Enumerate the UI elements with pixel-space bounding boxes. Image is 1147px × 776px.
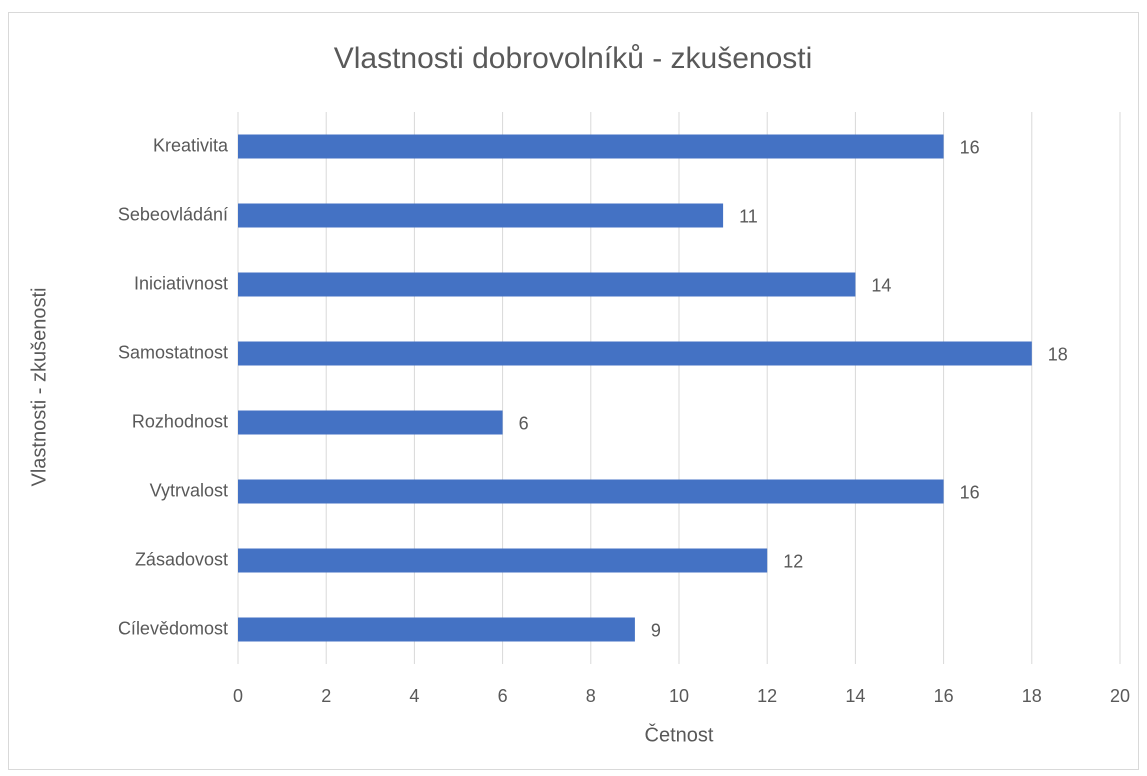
y-tick-label: Iniciativnost: [134, 273, 228, 293]
x-tick-label: 16: [934, 686, 954, 706]
y-axis-title: Vlastnosti - zkušenosti: [28, 288, 50, 487]
bar: [238, 548, 768, 573]
y-tick-label: Vytrvalost: [150, 480, 228, 500]
x-tick-label: 14: [845, 686, 865, 706]
chart-title: Vlastnosti dobrovolníků - zkušenosti: [334, 42, 813, 75]
x-tick-label: 8: [586, 686, 596, 706]
bar: [238, 134, 944, 159]
y-tick-label: Kreativita: [153, 135, 229, 155]
x-tick-label: 6: [498, 686, 508, 706]
data-label: 16: [960, 137, 980, 157]
data-label: 9: [651, 620, 661, 640]
chart-border: [8, 12, 1139, 770]
data-label: 6: [519, 413, 529, 433]
data-label: 16: [960, 482, 980, 502]
y-tick-label: Zásadovost: [135, 549, 228, 569]
bar: [238, 341, 1032, 366]
bar: [238, 617, 635, 642]
bar: [238, 410, 503, 435]
y-tick-label: Rozhodnost: [132, 411, 228, 431]
bar: [238, 203, 724, 228]
x-tick-label: 4: [409, 686, 419, 706]
y-tick-label: Cílevědomost: [118, 618, 228, 638]
data-label: 18: [1048, 344, 1068, 364]
x-tick-label: 20: [1110, 686, 1130, 706]
data-label: 14: [871, 275, 891, 295]
x-tick-label: 18: [1022, 686, 1042, 706]
y-tick-label: Samostatnost: [118, 342, 228, 362]
x-tick-label: 2: [321, 686, 331, 706]
x-axis-title: Četnost: [645, 723, 714, 746]
bar: [238, 272, 856, 297]
x-tick-label: 10: [669, 686, 689, 706]
y-tick-label: Sebeovládání: [118, 204, 228, 224]
bar: [238, 479, 944, 504]
x-tick-label: 12: [757, 686, 777, 706]
x-tick-label: 0: [233, 686, 243, 706]
data-label: 11: [739, 206, 758, 226]
data-label: 12: [783, 551, 803, 571]
